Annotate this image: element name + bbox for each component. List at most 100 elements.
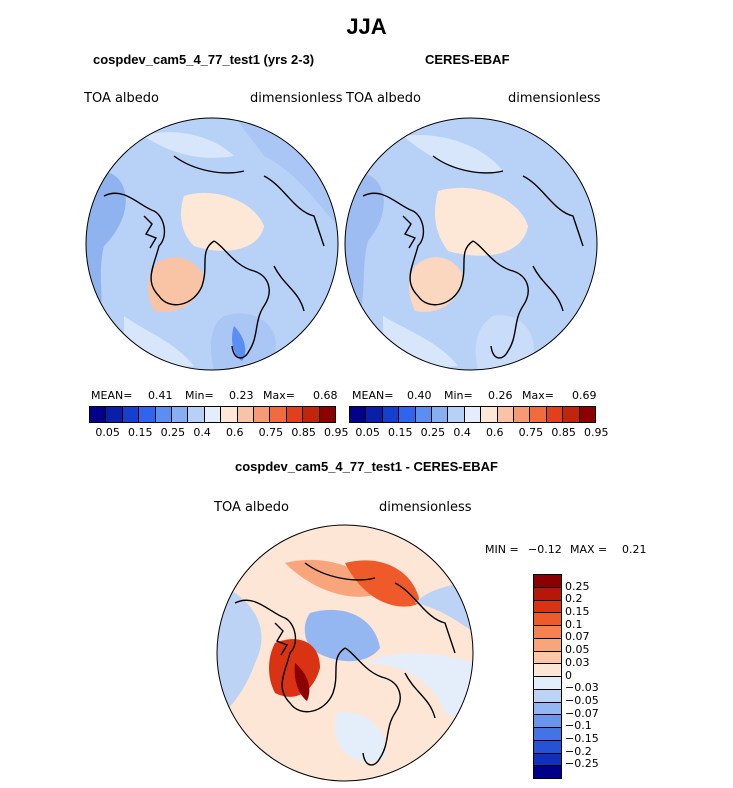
- diff-colorbar-swatch: [534, 638, 561, 652]
- diff-variable-label: TOA albedo: [214, 500, 290, 515]
- obs-max-value: 0.69: [572, 389, 597, 402]
- diff-colorbar-swatch: [534, 651, 561, 665]
- model-max-value: 0.68: [313, 389, 338, 402]
- obs-colorbar-tick-label: 0.85: [551, 426, 576, 439]
- obs-variable-label: TOA albedo: [346, 91, 422, 106]
- model-albedo-map: [85, 117, 339, 371]
- diff-colorbar-tick-label: 0.15: [565, 605, 590, 619]
- diff-colorbar-swatch: [534, 766, 561, 778]
- model-colorbar-swatch: [303, 407, 320, 422]
- obs-colorbar: [349, 406, 596, 423]
- diff-colorbar-swatch: [534, 626, 561, 639]
- obs-colorbar-swatch: [366, 407, 383, 422]
- obs-colorbar-swatch: [448, 407, 465, 422]
- obs-colorbar-tick-label: 0.6: [486, 426, 504, 439]
- model-mean-label: MEAN=: [91, 389, 133, 402]
- diff-colorbar-tick-label: −0.25: [565, 757, 599, 771]
- model-colorbar-swatch: [270, 407, 287, 422]
- model-colorbar-swatch: [254, 407, 271, 422]
- obs-colorbar-swatch: [514, 407, 531, 422]
- obs-units-label: dimensionless: [508, 91, 601, 106]
- diff-colorbar-tick-label: 0.1: [565, 617, 583, 631]
- obs-colorbar-swatch: [350, 407, 367, 422]
- model-colorbar-swatch: [188, 407, 205, 422]
- model-colorbar-swatch: [286, 407, 304, 422]
- obs-colorbar-swatch: [546, 407, 564, 422]
- diff-colorbar: [533, 574, 562, 779]
- diff-colorbar-tick-label: 0.03: [565, 655, 590, 669]
- obs-colorbar-swatch: [382, 407, 400, 422]
- diff-max-value: 0.21: [622, 543, 647, 556]
- obs-colorbar-swatch: [415, 407, 433, 422]
- diff-min-label: MIN =: [485, 543, 519, 556]
- model-colorbar-swatch: [90, 407, 107, 422]
- diff-colorbar-swatch: [534, 740, 561, 754]
- model-colorbar-swatch: [204, 407, 222, 422]
- diff-colorbar-swatch: [534, 728, 561, 741]
- diff-max-label: MAX =: [570, 543, 608, 556]
- model-max-label: Max=: [263, 389, 295, 402]
- model-colorbar-tick-label: 0.4: [193, 426, 211, 439]
- diff-colorbar-tick-label: −0.07: [565, 706, 599, 720]
- model-colorbar-tick-label: 0.05: [95, 426, 120, 439]
- model-colorbar: [89, 406, 336, 423]
- model-colorbar-labels: 0.05 0.15 0.25 0.4 0.6 0.75 0.85 0.95: [89, 426, 348, 440]
- model-min-value: 0.23: [229, 389, 254, 402]
- model-colorbar-tick-label: 0.6: [226, 426, 244, 439]
- model-units-label: dimensionless: [250, 91, 343, 106]
- diff-colorbar-tick-label: 0.2: [565, 592, 583, 606]
- model-panel-title: cospdev_cam5_4_77_test1 (yrs 2-3): [93, 52, 315, 67]
- model-colorbar-swatch: [155, 407, 173, 422]
- diff-colorbar-swatch: [534, 715, 561, 728]
- obs-colorbar-tick-label: 0.25: [420, 426, 446, 439]
- diff-colorbar-swatch: [534, 600, 561, 614]
- diff-colorbar-tick-label: 0.05: [565, 643, 590, 657]
- diff-min-value: −0.12: [528, 543, 562, 556]
- obs-min-value: 0.26: [488, 389, 513, 402]
- obs-mean-value: 0.40: [407, 389, 432, 402]
- model-colorbar-swatch: [237, 407, 255, 422]
- model-colorbar-swatch: [319, 407, 336, 422]
- diff-colorbar-swatch: [534, 753, 561, 767]
- obs-colorbar-swatch: [497, 407, 515, 422]
- obs-colorbar-tick-label: 0.4: [453, 426, 471, 439]
- diff-colorbar-tick-label: −0.2: [565, 744, 592, 758]
- obs-colorbar-swatch: [399, 407, 416, 422]
- diff-colorbar-tick-label: 0.07: [565, 630, 590, 644]
- obs-colorbar-tick-label: 0.05: [355, 426, 380, 439]
- diff-colorbar-swatch: [534, 677, 561, 690]
- obs-colorbar-swatch: [432, 407, 449, 422]
- obs-colorbar-swatch: [464, 407, 482, 422]
- diff-colorbar-swatch: [534, 664, 561, 677]
- model-colorbar-swatch: [139, 407, 156, 422]
- model-colorbar-swatch: [106, 407, 123, 422]
- diff-colorbar-swatch: [534, 575, 561, 588]
- diff-colorbar-swatch: [534, 702, 561, 716]
- figure-title: JJA: [346, 14, 387, 39]
- diff-colorbar-labels: 0.25 0.2 0.15 0.1 0.07 0.05 0.03 0 −0.03 −0.05 −0.…: [565, 574, 625, 777]
- diff-colorbar-tick-label: 0.25: [565, 579, 590, 593]
- obs-mean-label: MEAN=: [352, 389, 394, 402]
- obs-min-label: Min=: [444, 389, 473, 402]
- model-colorbar-tick-label: 0.25: [160, 426, 186, 439]
- obs-max-label: Max=: [522, 389, 554, 402]
- obs-albedo-map: [344, 117, 598, 371]
- diff-colorbar-swatch: [534, 689, 561, 703]
- diff-colorbar-tick-label: 0: [565, 668, 572, 682]
- model-colorbar-swatch: [122, 407, 140, 422]
- obs-colorbar-swatch: [579, 407, 596, 422]
- diff-panel-title: cospdev_cam5_4_77_test1 - CERES-EBAF: [234, 459, 498, 474]
- obs-colorbar-swatch: [530, 407, 547, 422]
- model-colorbar-tick-label: 0.15: [128, 426, 153, 439]
- diff-colorbar-swatch: [534, 613, 561, 626]
- model-colorbar-tick-label: 0.85: [291, 426, 316, 439]
- diff-colorbar-swatch: [534, 587, 561, 601]
- diff-colorbar-tick-label: −0.1: [565, 719, 592, 733]
- obs-colorbar-tick-label: 0.15: [388, 426, 413, 439]
- diff-albedo-map: [216, 524, 474, 782]
- model-mean-value: 0.41: [148, 389, 173, 402]
- model-min-label: Min=: [185, 389, 214, 402]
- diff-colorbar-tick-label: −0.05: [565, 693, 599, 707]
- model-colorbar-swatch: [172, 407, 189, 422]
- obs-colorbar-tick-label: 0.95: [584, 426, 609, 439]
